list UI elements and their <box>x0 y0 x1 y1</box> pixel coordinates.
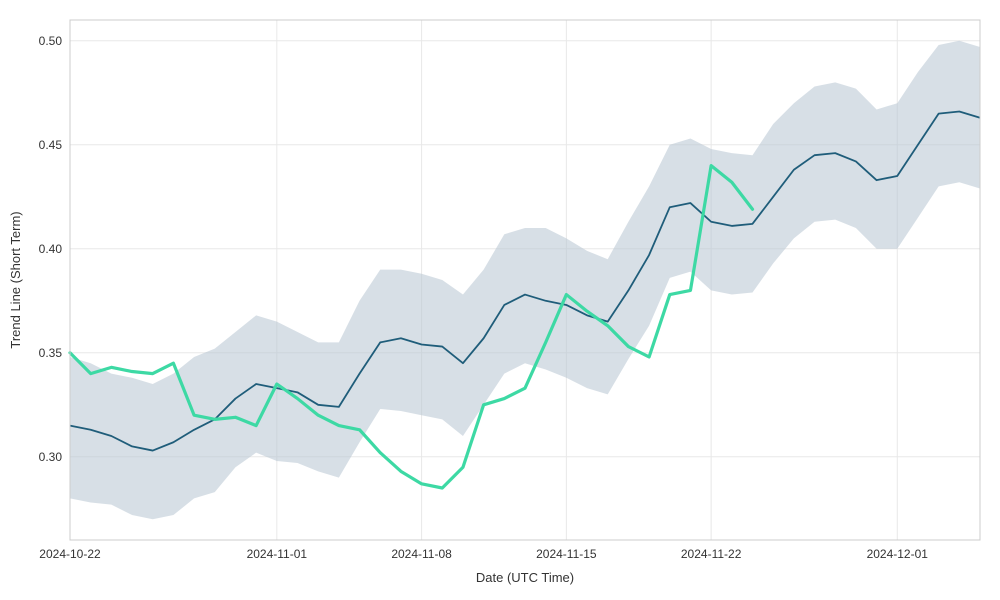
x-tick-label: 2024-11-15 <box>536 547 597 561</box>
y-tick-label: 0.45 <box>39 138 63 152</box>
x-tick-label: 2024-12-01 <box>867 547 929 561</box>
x-tick-label: 2024-10-22 <box>39 547 101 561</box>
y-tick-label: 0.40 <box>39 242 63 256</box>
chart-container: 0.30 0.35 0.40 0.45 0.50 2024-10-22 2024-11-01… <box>0 0 1000 600</box>
x-tick-label: 2024-11-01 <box>247 547 308 561</box>
y-tick-label: 0.30 <box>39 450 63 464</box>
trend-chart: 0.30 0.35 0.40 0.45 0.50 2024-10-22 2024-11-01… <box>0 0 1000 600</box>
y-axis-label: Trend Line (Short Term) <box>8 211 23 348</box>
y-tick-label: 0.50 <box>39 34 63 48</box>
x-tick-label: 2024-11-22 <box>681 547 742 561</box>
x-axis-label: Date (UTC Time) <box>476 570 574 585</box>
x-tick-label: 2024-11-08 <box>391 547 452 561</box>
y-tick-label: 0.35 <box>39 346 63 360</box>
